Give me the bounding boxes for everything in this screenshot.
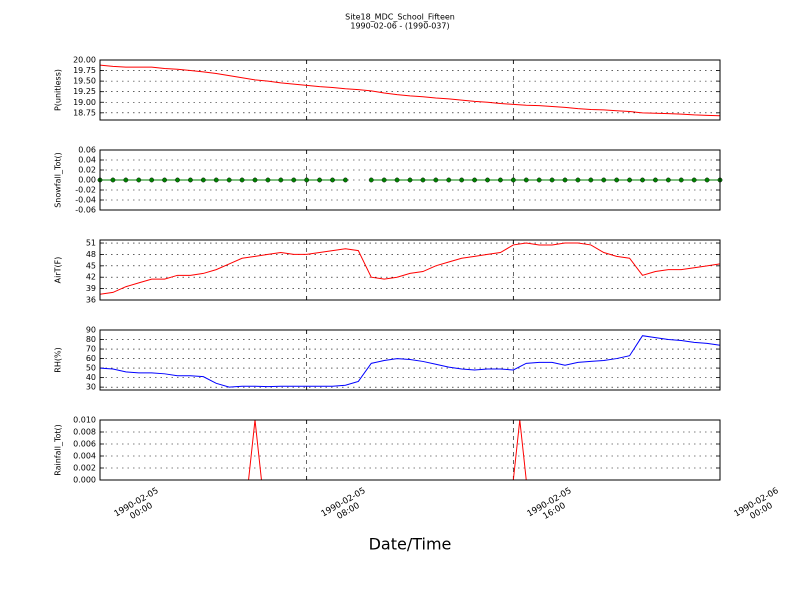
data-point [343, 177, 348, 183]
y-tick-label: 48 [86, 250, 96, 259]
data-point [562, 177, 568, 183]
data-point [446, 177, 452, 183]
data-point [601, 177, 607, 183]
data-point [200, 177, 206, 183]
y-tick-label: 0.004 [73, 452, 96, 461]
data-point [188, 177, 193, 183]
data-point [175, 177, 180, 183]
data-point [407, 177, 413, 183]
y-tick-label: 40 [86, 373, 96, 382]
y-axis-label: P(unitless) [54, 69, 63, 111]
y-tick-label: 0.00 [78, 176, 96, 185]
x-axis-label: Date/Time [369, 535, 452, 554]
y-tick-label: -0.02 [75, 186, 96, 195]
data-point [485, 177, 490, 183]
y-tick-label: 0.04 [78, 156, 96, 165]
data-point [162, 177, 167, 183]
y-tick-label: 18.75 [73, 108, 96, 117]
y-tick-label: 0.002 [73, 464, 96, 473]
data-point [317, 177, 322, 183]
data-point [678, 177, 684, 183]
y-tick-label: 0.000 [73, 476, 96, 485]
data-point [459, 177, 465, 183]
data-point [213, 177, 219, 183]
y-tick-label: 90 [86, 326, 96, 335]
y-tick-label: 19.75 [73, 66, 96, 75]
data-line [99, 242, 721, 295]
data-point [704, 177, 710, 183]
y-axis-label: AirT(F) [54, 257, 63, 284]
y-tick-label: 30 [86, 383, 96, 392]
data-point [110, 177, 116, 183]
y-axis-label: RH(%) [54, 347, 63, 372]
y-tick-label: 19.00 [73, 98, 96, 107]
y-tick-label: 0.006 [73, 440, 96, 449]
y-tick-label: 0.02 [78, 166, 96, 175]
data-line [99, 64, 721, 117]
data-point [330, 177, 335, 183]
data-point [640, 177, 645, 183]
data-point [394, 177, 400, 183]
chart-title: Site18_MDC_School_Fifteen [345, 13, 455, 22]
y-axis-label: Rainfall_Tot() [54, 424, 63, 476]
plot-frame [99, 59, 721, 121]
data-point [368, 177, 374, 183]
data-point [420, 177, 426, 183]
data-point [252, 177, 258, 183]
y-tick-label: 0.010 [73, 416, 96, 425]
data-point [226, 177, 232, 183]
y-tick-label: 70 [86, 345, 96, 354]
data-point [278, 177, 284, 183]
data-point [588, 177, 594, 183]
y-tick-label: 36 [86, 296, 96, 305]
data-point [627, 177, 632, 183]
data-point [549, 177, 555, 183]
data-point [291, 177, 297, 183]
plot-frame [99, 149, 721, 211]
y-tick-label: -0.06 [75, 206, 96, 215]
data-point [691, 177, 697, 183]
data-point [575, 177, 581, 183]
data-point [381, 177, 387, 183]
data-point [510, 177, 516, 183]
data-point [265, 177, 271, 183]
data-point [665, 177, 671, 183]
y-tick-label: 60 [86, 354, 96, 363]
plot-frame [99, 419, 721, 481]
data-point [239, 177, 245, 183]
data-point [614, 177, 620, 183]
y-tick-label: 19.50 [73, 77, 96, 86]
y-tick-label: 45 [86, 261, 96, 270]
data-point [523, 177, 529, 183]
plot-frame [99, 239, 721, 301]
data-point [304, 177, 310, 183]
data-point [149, 177, 155, 183]
y-axis-label: Snowfall_Tot() [54, 152, 63, 208]
y-tick-label: 39 [86, 284, 96, 293]
plot-frame [99, 329, 721, 391]
data-point [433, 177, 439, 183]
y-tick-label: 42 [86, 273, 96, 282]
y-tick-label: 80 [86, 335, 96, 344]
y-tick-label: 20.00 [73, 56, 96, 65]
data-point [123, 177, 129, 183]
y-tick-label: 0.008 [73, 428, 96, 437]
data-point [472, 177, 477, 183]
y-tick-label: 0.06 [78, 146, 96, 155]
data-point [653, 177, 658, 183]
data-point [136, 177, 142, 183]
data-point [498, 177, 503, 183]
data-point [536, 177, 542, 183]
data-line [99, 335, 721, 388]
y-tick-label: 51 [86, 239, 96, 248]
data-line [100, 419, 720, 481]
y-tick-label: 19.25 [73, 87, 96, 96]
y-tick-label: -0.04 [75, 196, 96, 205]
chart-subtitle: 1990-02-06 - (1990-037) [350, 22, 449, 31]
y-tick-label: 50 [86, 364, 96, 373]
